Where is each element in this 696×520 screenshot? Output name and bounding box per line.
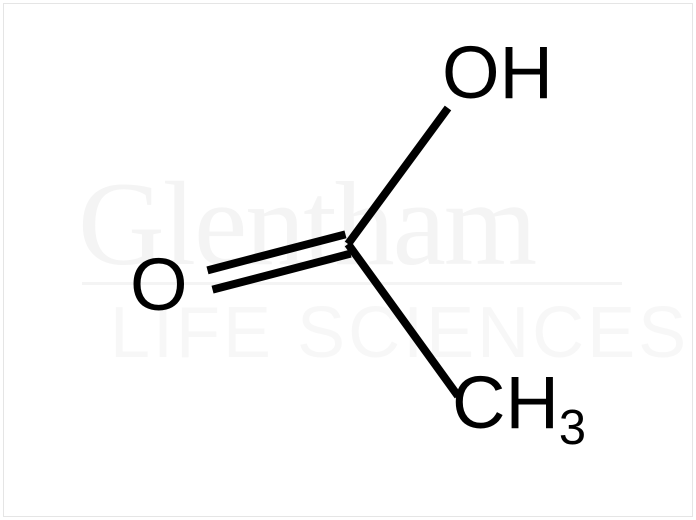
structure-bonds xyxy=(0,0,696,520)
atom-oh: OH xyxy=(442,30,553,115)
atom-oh-text: OH xyxy=(442,31,553,114)
atom-o-text: O xyxy=(130,243,188,326)
atom-ch3-text: CH xyxy=(452,361,559,444)
atom-o: O xyxy=(130,242,188,327)
atom-ch3: CH3 xyxy=(452,360,586,445)
atom-ch3-sub: 3 xyxy=(559,401,586,455)
